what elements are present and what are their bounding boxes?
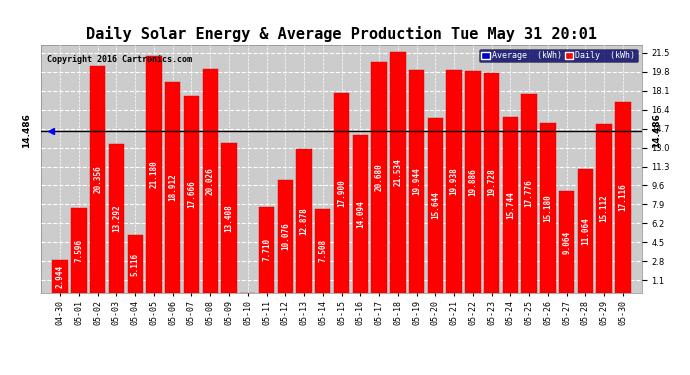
Bar (446, 70, 462, 292)
Bar (540, 123, 555, 292)
Bar (128, 236, 143, 292)
Text: 19.938: 19.938 (450, 168, 459, 195)
Text: 17.116: 17.116 (618, 183, 627, 211)
Bar (334, 93, 349, 292)
Bar (203, 69, 218, 292)
Bar (353, 135, 368, 292)
Text: 18.912: 18.912 (168, 173, 177, 201)
Text: 7.596: 7.596 (75, 238, 83, 262)
Bar (409, 70, 424, 292)
Text: 13.292: 13.292 (112, 204, 121, 232)
Text: 10.076: 10.076 (281, 222, 290, 250)
Bar (484, 72, 500, 292)
Text: 17.666: 17.666 (187, 180, 196, 208)
Legend: Average  (kWh), Daily  (kWh): Average (kWh), Daily (kWh) (479, 49, 638, 62)
Bar (559, 192, 574, 292)
Title: Daily Solar Energy & Average Production Tue May 31 20:01: Daily Solar Energy & Average Production … (86, 27, 597, 42)
Text: 21.534: 21.534 (393, 159, 402, 186)
Text: 20.680: 20.680 (375, 164, 384, 191)
Text: 20.026: 20.026 (206, 167, 215, 195)
Bar (52, 260, 68, 292)
Bar (90, 66, 106, 292)
Text: 14.094: 14.094 (356, 200, 365, 228)
Bar (390, 53, 406, 292)
Bar (371, 62, 387, 292)
Text: 19.728: 19.728 (487, 169, 496, 196)
Bar (184, 96, 199, 292)
Text: 15.644: 15.644 (431, 191, 440, 219)
Text: 15.112: 15.112 (600, 194, 609, 222)
Bar (277, 180, 293, 292)
Bar (71, 208, 87, 292)
Bar (221, 143, 237, 292)
Text: 21.180: 21.180 (150, 160, 159, 188)
Bar (315, 209, 331, 292)
Text: 15.180: 15.180 (544, 194, 553, 222)
Bar (615, 102, 631, 292)
Bar (109, 144, 124, 292)
Bar (165, 82, 180, 292)
Text: 7.710: 7.710 (262, 238, 271, 261)
Text: 12.878: 12.878 (299, 207, 308, 235)
Text: 9.064: 9.064 (562, 230, 571, 254)
Bar (596, 124, 612, 292)
Text: 11.064: 11.064 (581, 217, 590, 245)
Text: 17.776: 17.776 (524, 180, 533, 207)
Bar (578, 169, 593, 292)
Text: Copyright 2016 Cartronics.com: Copyright 2016 Cartronics.com (48, 55, 193, 64)
Text: 7.508: 7.508 (318, 239, 327, 262)
Text: 17.900: 17.900 (337, 179, 346, 207)
Text: 13.408: 13.408 (224, 204, 233, 232)
Bar (428, 118, 443, 292)
Bar (146, 56, 161, 292)
Bar (465, 71, 480, 292)
Text: 5.116: 5.116 (130, 252, 139, 276)
Text: 14.486: 14.486 (652, 114, 661, 148)
Text: 2.944: 2.944 (56, 264, 65, 288)
Text: 20.356: 20.356 (93, 165, 102, 193)
Bar (259, 207, 274, 292)
Text: 19.944: 19.944 (412, 168, 421, 195)
Text: 14.486: 14.486 (22, 114, 31, 148)
Bar (296, 149, 312, 292)
Text: 19.886: 19.886 (469, 168, 477, 195)
Text: 15.744: 15.744 (506, 191, 515, 219)
Bar (503, 117, 518, 292)
Bar (522, 94, 537, 292)
